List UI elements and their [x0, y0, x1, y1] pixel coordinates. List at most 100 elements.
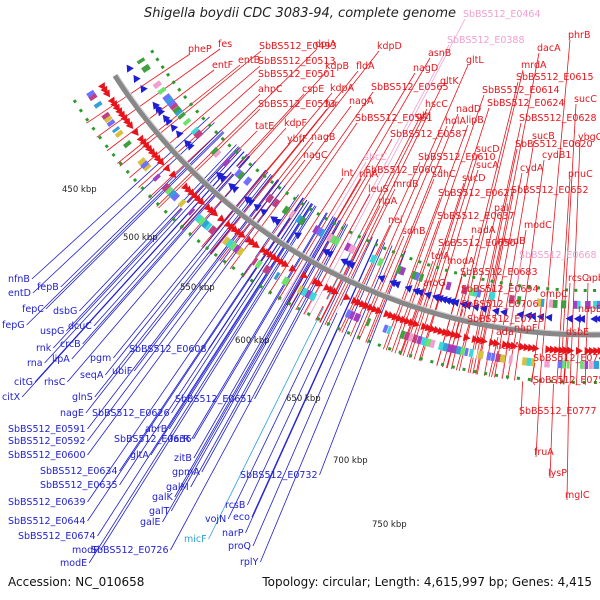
reverse-gene-label[interactable]: abrB [145, 424, 167, 435]
forward-gene-label[interactable]: modB [498, 236, 526, 247]
forward-gene-label[interactable]: lnt [341, 168, 354, 179]
forward-gene-label[interactable]: nagC [303, 150, 328, 161]
forward-gene-label[interactable]: leuS [368, 184, 389, 195]
reverse-gene-label[interactable]: ubiF [112, 366, 132, 377]
reverse-gene-label[interactable]: zitB [174, 453, 192, 464]
reverse-gene-label[interactable]: crcB [60, 339, 81, 350]
forward-gene-label[interactable]: nei [388, 215, 403, 226]
forward-gene-label[interactable]: SbBS512_E0615 [516, 72, 594, 83]
reverse-gene-label[interactable]: galE [140, 517, 161, 528]
reverse-gene-label[interactable]: glnS [72, 392, 93, 403]
reverse-gene-label[interactable]: citG [14, 377, 33, 388]
forward-gene-label[interactable]: lipB [466, 115, 484, 126]
forward-gene-label[interactable]: SbBS512_E0719 [467, 314, 545, 325]
reverse-gene-label[interactable]: micF [184, 534, 207, 545]
reverse-gene-label[interactable]: SbBS512_E0626 [92, 408, 170, 419]
forward-gene-label[interactable]: SbBS512_E0683 [460, 267, 538, 278]
reverse-gene-label[interactable]: rnk [36, 343, 52, 354]
reverse-gene-label[interactable]: proQ [228, 541, 251, 552]
forward-gene-label[interactable]: mrdA [521, 60, 547, 71]
forward-gene-label[interactable]: sucD [462, 173, 486, 184]
reverse-gene-label[interactable]: gltA [130, 450, 149, 461]
forward-gene-label[interactable]: napB [578, 304, 600, 315]
reverse-gene-label[interactable]: rhsC [44, 377, 66, 388]
forward-gene-label[interactable]: ahpC [258, 84, 283, 95]
reverse-gene-label[interactable]: pgm [90, 353, 111, 364]
forward-gene-label[interactable]: dpiA [315, 39, 337, 50]
forward-gene-label[interactable]: sucD [476, 144, 500, 155]
forward-gene-label[interactable]: nagA [349, 96, 374, 107]
forward-gene-label[interactable]: nadA [471, 225, 496, 236]
forward-gene-label[interactable]: aroG [423, 278, 446, 289]
reverse-gene-label[interactable]: citX [2, 392, 21, 403]
reverse-gene-label[interactable]: SbBS512_E0651 [175, 394, 253, 405]
reverse-gene-label[interactable]: seqA [80, 370, 104, 381]
reverse-gene-label[interactable]: uspG [40, 326, 64, 337]
reverse-gene-label[interactable]: eco [233, 512, 250, 523]
forward-gene-label[interactable]: ompC [540, 289, 568, 300]
forward-gene-label[interactable]: SbBS512_E0620 [515, 139, 593, 150]
reverse-gene-label[interactable]: SbBS512_E0674 [18, 531, 96, 542]
forward-gene-label[interactable]: SbBS512_E0624 [487, 98, 565, 109]
forward-gene-label[interactable]: nadD [456, 104, 481, 115]
forward-gene-label[interactable]: SbBS512_E0587 [390, 129, 468, 140]
forward-gene-label[interactable]: sucB [532, 131, 555, 142]
forward-gene-label[interactable]: SbBS512_E0610 [418, 152, 496, 163]
forward-gene-label[interactable]: nagB [311, 132, 335, 143]
forward-gene-label[interactable]: nagD [413, 63, 438, 74]
reverse-gene-label[interactable]: dcuC [68, 321, 92, 332]
forward-gene-label[interactable]: SbBS512_E0637 [437, 211, 515, 222]
forward-gene-label[interactable]: kdpD [377, 41, 402, 52]
reverse-gene-label[interactable]: fepG [2, 320, 25, 331]
forward-gene-label[interactable]: modC [524, 220, 552, 231]
forward-gene-label[interactable]: pheP [188, 44, 212, 55]
reverse-gene-label[interactable]: gpmA [172, 467, 200, 478]
forward-gene-label[interactable]: hscC [425, 99, 448, 110]
forward-gene-label[interactable]: fldA [356, 61, 375, 72]
forward-gene-label[interactable]: ybfF [287, 134, 307, 145]
forward-gene-label[interactable]: SbBS512_E0493 [259, 41, 337, 52]
forward-gene-label[interactable]: SbBS512_E0650 [438, 238, 516, 249]
forward-gene-label[interactable]: SbBS512_E0501 [258, 69, 336, 80]
forward-gene-label[interactable]: SbBS512_E0627 [438, 188, 516, 199]
forward-gene-label[interactable]: SbBS512_E0753 [533, 375, 600, 386]
forward-gene-label[interactable]: sdhB [402, 226, 426, 237]
forward-gene-label[interactable]: SbBS512_E0388 [447, 35, 525, 46]
forward-gene-label[interactable]: SbBS512_E0513 [258, 56, 336, 67]
reverse-gene-label[interactable]: rplY [240, 557, 259, 568]
reverse-gene-label[interactable]: SbBS512_E0732 [240, 470, 318, 481]
forward-gene-label[interactable]: dsbE [566, 327, 589, 338]
forward-gene-label[interactable]: SbBS512_E0565 [371, 82, 449, 93]
forward-gene-label[interactable]: pnuC [568, 169, 593, 180]
forward-gene-label[interactable]: fruA [534, 447, 554, 458]
forward-gene-label[interactable]: pal [494, 203, 509, 214]
forward-gene-label[interactable]: mglC [565, 490, 590, 501]
reverse-gene-label[interactable]: SbBS512_E0600 [8, 450, 86, 461]
forward-gene-label[interactable]: sucC [574, 94, 597, 105]
forward-gene-label[interactable]: holA [445, 116, 466, 127]
reverse-gene-label[interactable]: modF [72, 545, 99, 556]
forward-gene-label[interactable]: SbBS512_E0652 [511, 185, 589, 196]
forward-gene-label[interactable]: sdhC [432, 169, 456, 180]
forward-gene-label[interactable]: modA [447, 256, 475, 267]
forward-gene-label[interactable]: SbBS512_E0694 [461, 284, 539, 295]
reverse-gene-label[interactable]: farR [170, 434, 190, 445]
forward-gene-label[interactable]: dacA [537, 43, 561, 54]
reverse-gene-label[interactable]: SbBS512_E0634 [40, 466, 118, 477]
forward-gene-label[interactable]: rlpA [378, 196, 398, 207]
reverse-gene-label[interactable]: galT [149, 506, 169, 517]
forward-gene-label[interactable]: SbBS512_E0777 [519, 406, 597, 417]
forward-gene-label[interactable]: tatE [255, 121, 274, 132]
forward-gene-label[interactable]: fes [218, 39, 232, 50]
forward-gene-label[interactable]: gltK [440, 76, 459, 87]
forward-gene-label[interactable]: ybgC [578, 132, 600, 143]
forward-gene-label[interactable]: kdpA [330, 83, 355, 94]
reverse-gene-label[interactable]: entD [8, 288, 31, 299]
reverse-gene-label[interactable]: fepB [37, 282, 59, 293]
reverse-gene-label[interactable]: nagE [60, 408, 84, 419]
reverse-gene-label[interactable]: galK [152, 492, 173, 503]
forward-gene-label[interactable]: kdpB [325, 61, 349, 72]
reverse-gene-label[interactable]: dsbG [53, 306, 77, 317]
forward-gene-label[interactable]: sucA [476, 160, 499, 171]
